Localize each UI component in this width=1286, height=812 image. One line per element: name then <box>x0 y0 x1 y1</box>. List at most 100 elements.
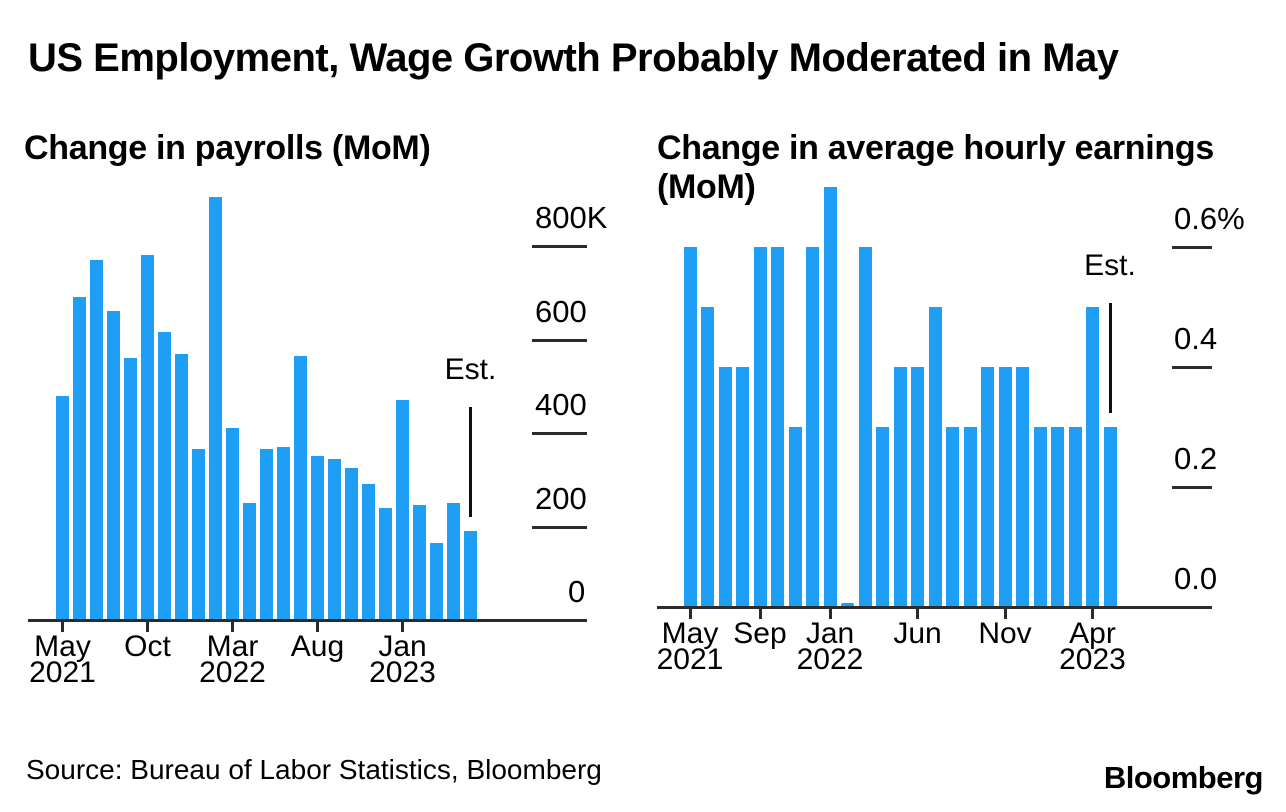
x-axis-line <box>28 619 587 622</box>
bar <box>771 247 784 607</box>
bar <box>311 456 324 620</box>
bar <box>447 503 460 620</box>
x-tick-label: Aug <box>290 630 345 663</box>
bar <box>379 507 392 620</box>
y-tick-mark <box>532 525 587 529</box>
x-tick-mark <box>916 608 919 619</box>
bar <box>1086 307 1099 607</box>
bar <box>876 427 889 607</box>
bar <box>911 367 924 607</box>
y-tick-label: 0.2 <box>1174 441 1218 476</box>
y-tick-label: 0 <box>568 574 586 609</box>
bar <box>107 311 120 620</box>
source-attribution: Source: Bureau of Labor Statistics, Bloo… <box>26 754 602 785</box>
x-tick-mark <box>61 621 64 632</box>
x-tick-label: Jan 2022 <box>796 617 864 676</box>
bar <box>413 505 426 620</box>
y-tick-label: 0.4 <box>1174 321 1218 356</box>
bar <box>260 449 273 620</box>
x-tick-mark <box>146 621 149 632</box>
bar <box>158 332 171 620</box>
bar <box>981 367 994 607</box>
y-tick-label: 200 <box>535 480 587 516</box>
bar <box>893 367 907 607</box>
bar <box>753 247 767 607</box>
bar <box>396 400 409 620</box>
bar <box>718 367 732 607</box>
bar <box>124 358 137 620</box>
bar <box>226 428 239 620</box>
bar <box>823 187 837 607</box>
bar <box>73 297 86 620</box>
bar <box>464 531 477 620</box>
x-tick-label: Mar 2022 <box>199 630 266 689</box>
bar <box>806 247 819 607</box>
x-axis-line <box>657 606 1212 609</box>
bar <box>701 307 714 607</box>
y-tick-label: 0.6% <box>1174 201 1245 236</box>
payrolls-chart-title: Change in payrolls (MoM) <box>24 129 431 167</box>
bar <box>175 353 188 620</box>
x-tick-mark <box>828 608 832 619</box>
y-tick-label: 800K <box>535 200 608 235</box>
bar <box>56 395 69 620</box>
x-tick-label: Jan 2023 <box>369 630 436 689</box>
x-tick-mark <box>231 621 234 632</box>
y-tick-mark <box>532 338 587 342</box>
bloomberg-logo: Bloomberg <box>1103 760 1264 795</box>
x-tick-mark <box>1003 608 1007 619</box>
bar <box>209 196 222 620</box>
y-tick-mark <box>1172 486 1212 489</box>
bar <box>1051 427 1064 607</box>
bar <box>1103 427 1117 607</box>
bar <box>841 603 854 607</box>
x-tick-mark <box>1091 608 1094 619</box>
bar <box>362 484 375 620</box>
x-tick-label: Sep <box>733 617 787 650</box>
bar <box>345 468 358 620</box>
bar <box>736 367 749 607</box>
x-tick-label: Nov <box>978 617 1032 650</box>
bar <box>928 307 942 607</box>
x-tick-mark <box>758 608 762 619</box>
bar <box>294 355 307 620</box>
y-tick-mark <box>1172 246 1212 249</box>
y-tick-label: 600 <box>535 293 587 329</box>
earnings-chart-title: Change in average hourly earnings (MoM) <box>657 129 1214 206</box>
y-tick-label: 400 <box>535 387 587 422</box>
bar <box>90 260 103 620</box>
bar <box>1033 427 1047 607</box>
est-label: Est. <box>444 353 497 387</box>
x-tick-mark <box>401 621 404 632</box>
bar <box>328 458 341 620</box>
x-tick-mark <box>688 608 692 619</box>
bar <box>998 367 1012 607</box>
est-annotation-line <box>469 407 472 518</box>
x-tick-label: Apr 2023 <box>1059 617 1126 676</box>
y-tick-mark <box>532 245 587 248</box>
bar <box>683 247 697 607</box>
bar <box>141 255 154 620</box>
bar <box>858 247 872 607</box>
est-label: Est. <box>1084 249 1136 282</box>
x-tick-label: Oct <box>124 630 171 663</box>
bar <box>1016 367 1029 607</box>
page-title: US Employment, Wage Growth Probably Mode… <box>28 36 1119 80</box>
bar <box>963 427 977 607</box>
bar <box>430 542 443 620</box>
est-annotation-line <box>1108 303 1112 413</box>
bar <box>946 427 959 607</box>
x-tick-mark <box>316 621 319 632</box>
bar <box>243 503 256 620</box>
bar <box>788 427 802 607</box>
x-tick-label: Jun <box>893 617 942 650</box>
bar <box>1068 427 1082 607</box>
bar <box>277 447 290 620</box>
bar <box>192 449 205 620</box>
y-tick-mark <box>1172 366 1212 369</box>
y-tick-label: 0.0 <box>1174 561 1218 596</box>
x-tick-label: May 2021 <box>656 617 724 676</box>
x-tick-label: May 2021 <box>29 630 96 689</box>
y-tick-mark <box>532 432 587 435</box>
